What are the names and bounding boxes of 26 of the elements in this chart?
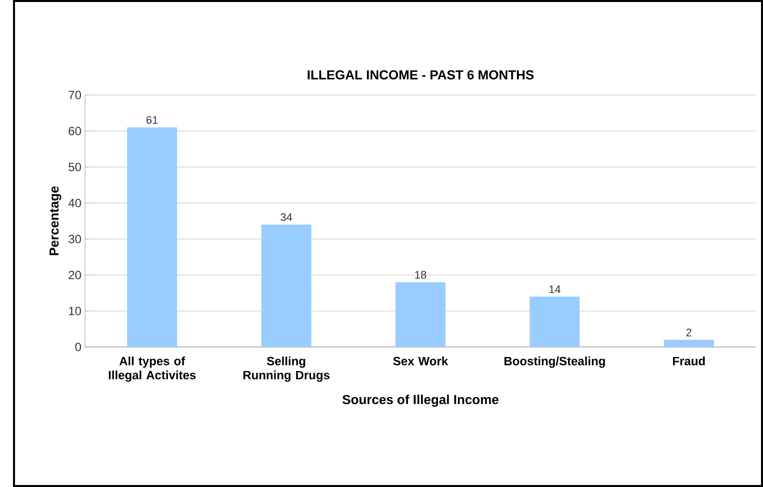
y-tick-label: 10 [69, 306, 82, 316]
bar [127, 127, 178, 347]
chart-title: ILLEGAL INCOME - PAST 6 MONTHS [308, 70, 534, 80]
bar [530, 296, 580, 347]
bar [664, 340, 714, 347]
y-tick-label: 0 [75, 342, 82, 352]
x-tick-label: Selling Running Drugs [243, 356, 330, 382]
data-label: 18 [415, 270, 426, 279]
y-tick-label: 50 [68, 162, 82, 172]
y-tick-label: 40 [68, 198, 82, 208]
x-tick-label: Sex Work [393, 356, 448, 366]
data-label: 61 [146, 116, 158, 124]
y-tick-label: 20 [68, 270, 82, 280]
data-label: 14 [549, 286, 560, 294]
y-tick-label: 70 [68, 90, 82, 100]
bar [396, 282, 446, 347]
y-tick-label: 30 [68, 234, 82, 244]
data-label: 34 [280, 213, 292, 222]
y-tick-label: 60 [68, 126, 82, 136]
data-label: 2 [686, 328, 692, 336]
y-axis-title: Percentage [50, 186, 62, 256]
x-axis-title: Sources of Illegal Income [342, 394, 498, 407]
x-tick-label: Fraud [673, 356, 705, 366]
x-tick-label: Boosting/Stealing [504, 356, 605, 368]
bar [261, 224, 312, 347]
x-tick-label: All types of Illegal Activites [108, 356, 196, 382]
